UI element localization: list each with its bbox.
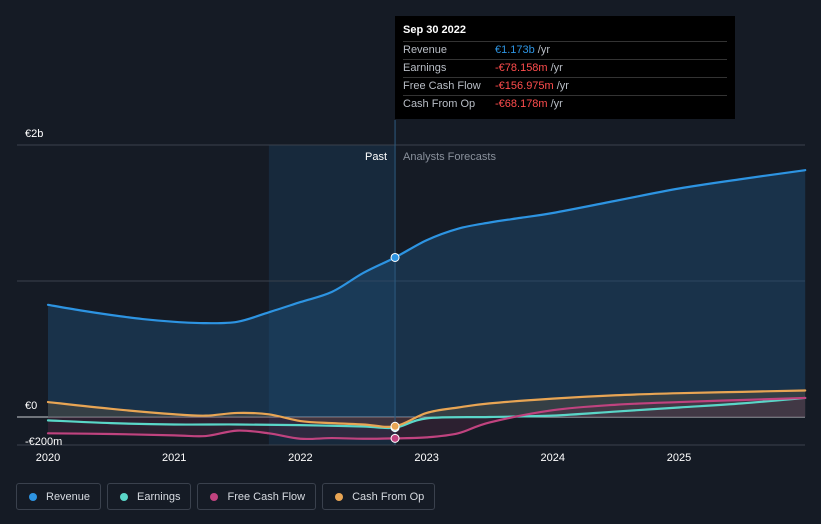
legend-dot-icon [210, 492, 219, 501]
x-tick-label: 2021 [162, 452, 186, 464]
tooltip: Sep 30 2022 Revenue €1.173b /yr Earnings… [395, 16, 735, 119]
tooltip-label: Revenue [403, 44, 448, 56]
legend-label: Earnings [137, 490, 181, 503]
legend-label: Free Cash Flow [227, 490, 306, 503]
x-tick-label: 2022 [288, 452, 312, 464]
legend-item-cash-from-op[interactable]: Cash From Op [322, 483, 436, 510]
cash-from-op-area [48, 390, 806, 427]
legend-label: Cash From Op [352, 490, 425, 503]
x-tick-label: 2024 [541, 452, 565, 464]
series-line-free-cash-flow [46, 396, 807, 441]
legend-dot-icon [120, 492, 129, 501]
tooltip-value: -€156.975m [495, 80, 554, 92]
legend-item-earnings[interactable]: Earnings [107, 483, 192, 510]
tooltip-value: -€78.158m [495, 62, 548, 74]
tooltip-unit: /yr [550, 62, 563, 74]
series-line-cash-from-op [46, 389, 807, 428]
region-label-past: Past [365, 151, 387, 163]
legend-label: Revenue [46, 490, 91, 503]
region-label-forecast: Analysts Forecasts [403, 151, 496, 163]
y-tick-label: €2b [25, 128, 43, 140]
tooltip-row-free-cash-flow: Free Cash Flow -€156.975m /yr [403, 77, 727, 95]
tooltip-unit: /yr [556, 80, 569, 92]
marker-revenue [390, 252, 400, 262]
legend-dot-icon [29, 492, 37, 501]
legend: Revenue Earnings Free Cash Flow Cash Fro… [16, 483, 436, 510]
series-line-revenue [46, 169, 807, 325]
tooltip-row-cash-from-op: Cash From Op -€68.178m /yr [403, 95, 727, 113]
series-line-earnings [46, 396, 807, 430]
legend-item-revenue[interactable]: Revenue [16, 483, 102, 510]
legend-dot-icon [335, 492, 344, 501]
tooltip-value: -€68.178m [495, 98, 548, 110]
tooltip-unit: /yr [550, 98, 563, 110]
x-tick-label: 2023 [414, 452, 438, 464]
tooltip-unit: /yr [537, 44, 550, 56]
y-tick-label: €0 [25, 400, 37, 412]
revenue-area [48, 170, 806, 417]
tooltip-value: €1.173b [495, 44, 535, 56]
y-tick-label: -€200m [25, 436, 62, 448]
tooltip-date: Sep 30 2022 [403, 24, 466, 36]
tooltip-row-revenue: Revenue €1.173b /yr [403, 41, 727, 59]
legend-item-free-cash-flow[interactable]: Free Cash Flow [197, 483, 317, 510]
tooltip-label: Cash From Op [403, 98, 476, 110]
x-tick-label: 2020 [36, 452, 60, 464]
tooltip-label: Earnings [403, 62, 447, 74]
marker-free-cash-flow [390, 433, 400, 443]
past-shade [268, 145, 396, 445]
x-tick-label: 2025 [667, 452, 691, 464]
marker-cash-from-op [390, 421, 400, 431]
tooltip-row-earnings: Earnings -€78.158m /yr [403, 59, 727, 77]
tooltip-label: Free Cash Flow [403, 80, 481, 92]
